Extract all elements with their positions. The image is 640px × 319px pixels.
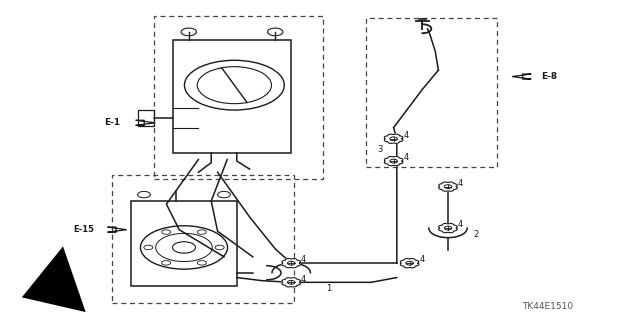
Text: FR.: FR. <box>50 269 68 285</box>
Text: 4: 4 <box>403 153 408 162</box>
Text: 2: 2 <box>474 230 479 239</box>
Text: 4: 4 <box>403 131 408 140</box>
Text: 4: 4 <box>301 275 306 284</box>
Polygon shape <box>282 258 301 268</box>
Polygon shape <box>136 120 155 125</box>
Bar <box>131 201 237 286</box>
Bar <box>112 175 294 303</box>
Polygon shape <box>512 74 531 79</box>
Text: 4: 4 <box>458 179 463 188</box>
Text: 1: 1 <box>326 284 332 293</box>
Text: TK44E1510: TK44E1510 <box>522 302 573 311</box>
Text: E-8: E-8 <box>541 72 557 81</box>
Text: 3: 3 <box>378 145 383 154</box>
Text: 4: 4 <box>458 220 463 229</box>
Bar <box>366 18 497 167</box>
Polygon shape <box>438 182 458 191</box>
Polygon shape <box>384 156 403 166</box>
Text: E-15: E-15 <box>74 225 95 234</box>
Polygon shape <box>438 223 458 233</box>
Bar <box>154 16 323 179</box>
Bar <box>173 40 291 153</box>
Polygon shape <box>384 134 403 144</box>
Polygon shape <box>108 227 127 232</box>
Polygon shape <box>282 278 301 287</box>
Text: E-1: E-1 <box>104 118 120 127</box>
Text: 4: 4 <box>301 256 306 264</box>
Polygon shape <box>400 258 419 268</box>
Text: 4: 4 <box>419 256 424 264</box>
Bar <box>138 110 154 126</box>
